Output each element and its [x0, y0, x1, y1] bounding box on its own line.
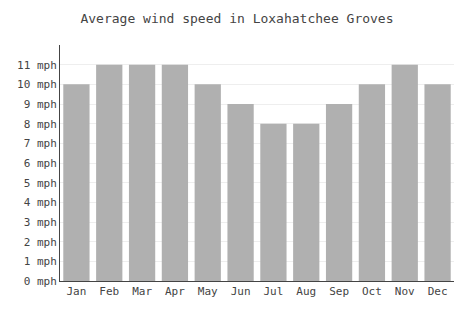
svg-text:Jan: Jan — [66, 285, 86, 298]
svg-text:0 mph: 0 mph — [24, 275, 57, 288]
svg-text:Jul: Jul — [263, 285, 283, 298]
svg-text:6 mph: 6 mph — [24, 157, 57, 170]
svg-text:Sep: Sep — [329, 285, 349, 298]
svg-text:Feb: Feb — [99, 285, 119, 298]
svg-text:Average wind speed in Loxahatc: Average wind speed in Loxahatchee Groves — [80, 11, 393, 26]
svg-text:4 mph: 4 mph — [24, 196, 57, 209]
svg-text:8 mph: 8 mph — [24, 118, 57, 131]
svg-text:10 mph: 10 mph — [17, 78, 57, 91]
svg-text:11 mph: 11 mph — [17, 59, 57, 72]
svg-text:Mar: Mar — [132, 285, 152, 298]
svg-text:Apr: Apr — [165, 285, 185, 298]
svg-text:Aug: Aug — [296, 285, 316, 298]
svg-text:7 mph: 7 mph — [24, 137, 57, 150]
svg-text:Oct: Oct — [362, 285, 382, 298]
svg-text:Jun: Jun — [231, 285, 251, 298]
svg-text:5 mph: 5 mph — [24, 177, 57, 190]
svg-text:Nov: Nov — [395, 285, 415, 298]
svg-text:May: May — [198, 285, 218, 298]
svg-text:2 mph: 2 mph — [24, 236, 57, 249]
svg-text:9 mph: 9 mph — [24, 98, 57, 111]
svg-text:3 mph: 3 mph — [24, 216, 57, 229]
svg-text:1 mph: 1 mph — [24, 255, 57, 268]
svg-text:Dec: Dec — [428, 285, 448, 298]
